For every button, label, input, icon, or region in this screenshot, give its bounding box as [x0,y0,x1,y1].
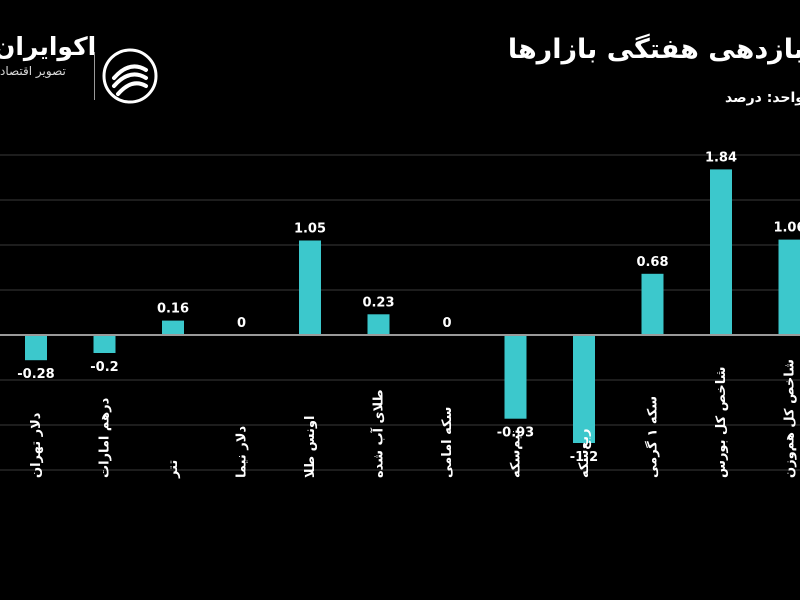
category-label: اونس طلا [303,416,318,478]
data-label: 0.23 [362,295,394,310]
ecoiran-logo-icon [102,48,158,104]
brand-name: اکوایران [0,32,97,61]
category-label: سکه ۱ گرمی [645,396,661,478]
bar [641,273,664,335]
category-label: طلای آب شده [370,389,387,478]
data-label: 0 [237,316,246,331]
chart-header: اکوایران تصویر اقتصاد بازدهی هفتگی بازار… [0,0,800,110]
data-label: -0.2 [90,360,118,375]
bar [93,335,116,353]
category-label: ربع‌سکه [577,429,592,478]
data-label: 0 [442,316,451,331]
data-label: 1.06 [773,221,800,236]
bar [162,320,184,335]
bar [504,335,527,419]
data-label: 1.05 [294,222,326,237]
data-label: 0.16 [157,302,189,317]
logo-divider [94,52,95,100]
category-label: شاخص کل بورس [714,367,729,478]
chart-title: بازدهی هفتگی بازارها [507,34,800,65]
data-label: -0.93 [497,426,534,441]
bar [25,335,47,361]
data-labels: -0.28 -0.2 0.16 0 1.05 0.23 0 -0.93 -1.2 0.68 1.84… [17,150,800,465]
bar [710,169,732,335]
data-label: 0.68 [636,255,668,270]
category-labels: دلار تهران درهم امارات تتر دلار نیما اونس طل… [29,359,798,479]
category-label: شاخص کل هم‌وزن [783,359,798,478]
bar [299,240,321,335]
bars [0,169,800,443]
data-label: 1.84 [705,150,737,165]
category-label: نیم‌سکه [509,429,524,478]
data-label: -1.2 [570,450,598,465]
data-label: -0.28 [17,367,54,382]
category-label: تتر [166,460,181,479]
brand-tagline: تصویر اقتصاد [0,64,66,78]
bar [367,314,390,335]
chart-unit: واحد: درصد [724,90,800,106]
category-label: دلار نیما [235,426,250,478]
bar [573,335,595,443]
category-label: دلار تهران [29,412,44,478]
category-label: سکه امامی [440,407,455,478]
bar [778,239,800,335]
category-label: درهم امارات [98,397,113,478]
grid-lines [0,154,800,471]
